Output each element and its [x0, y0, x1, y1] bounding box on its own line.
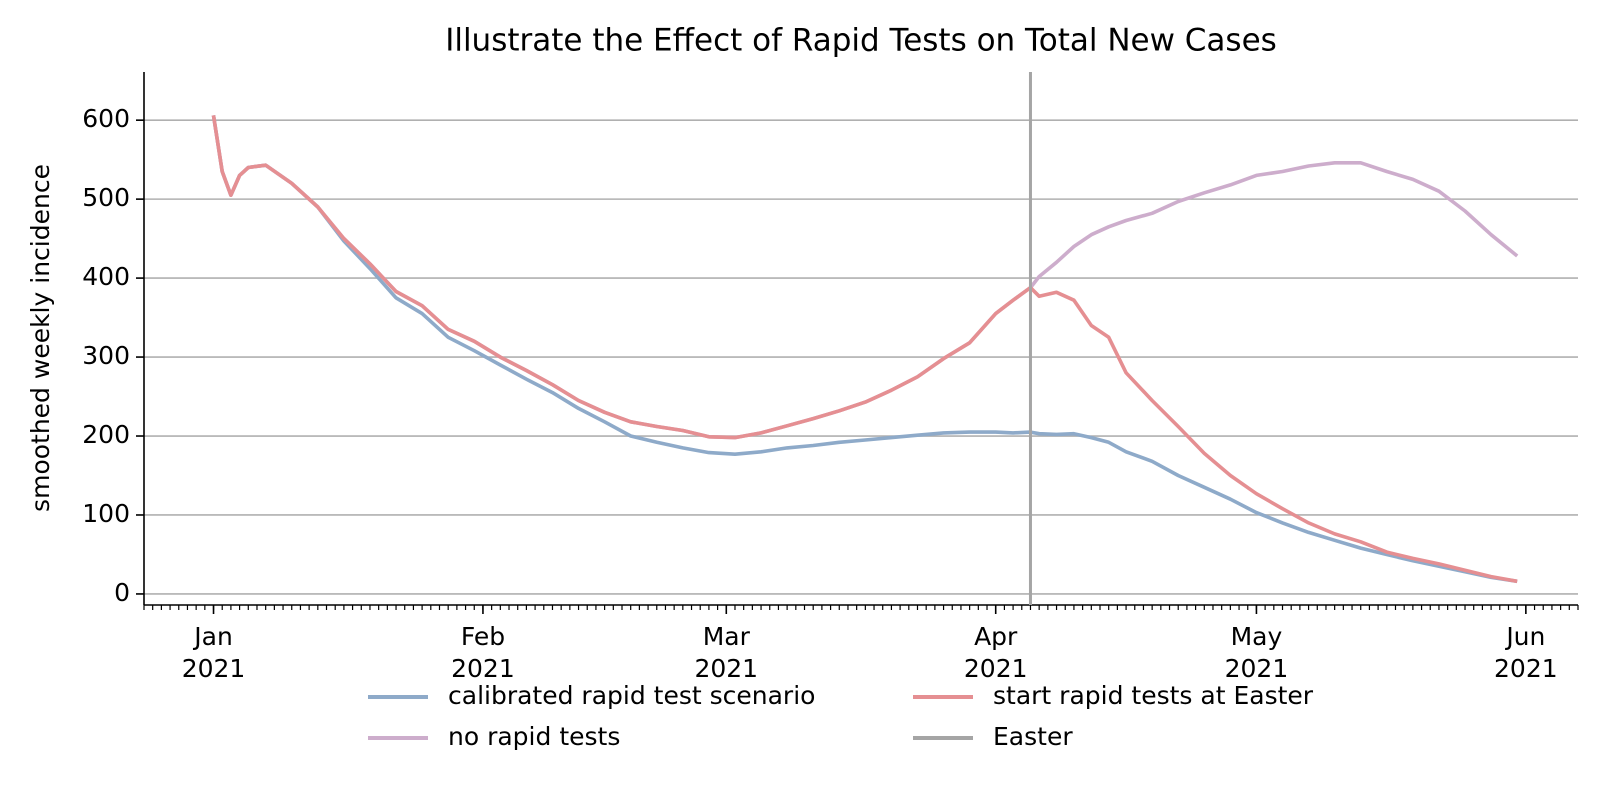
series-line [211, 115, 1518, 584]
x-tick-label: Apr 2021 [964, 622, 1028, 683]
legend-label: calibrated rapid test scenario [448, 681, 815, 710]
x-tick-label: Jun 2021 [1494, 622, 1558, 683]
y-tick-label: 600 [82, 104, 130, 133]
y-tick-label: 200 [82, 420, 130, 449]
x-tick-label: Feb 2021 [451, 622, 515, 683]
legend-label: start rapid tests at Easter [993, 681, 1314, 710]
y-tick-label: 400 [82, 262, 130, 291]
y-tick-label: 500 [82, 183, 130, 212]
x-tick-label: May 2021 [1225, 622, 1289, 683]
series-line [211, 115, 1518, 584]
y-tick-label: 0 [114, 578, 130, 607]
series-line [211, 115, 1519, 440]
chart-title: Illustrate the Effect of Rapid Tests on … [445, 23, 1277, 59]
y-tick-label: 100 [82, 499, 130, 528]
y-axis-label: smoothed weekly incidence [26, 164, 55, 512]
x-tick-label: Mar 2021 [694, 622, 758, 683]
legend-label: no rapid tests [448, 722, 620, 751]
x-tick-label: Jan 2021 [182, 622, 246, 683]
legend-label: Easter [993, 722, 1073, 751]
y-tick-label: 300 [82, 341, 130, 370]
